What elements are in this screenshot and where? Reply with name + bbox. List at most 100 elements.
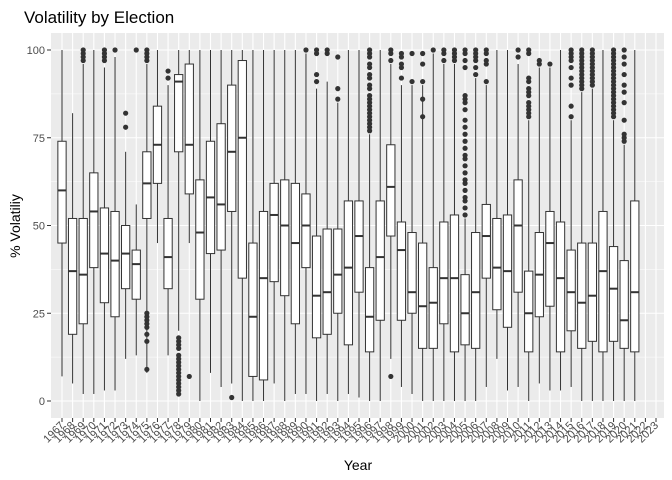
box-iqr — [407, 232, 417, 314]
box-1973 — [121, 110, 131, 359]
outlier-point — [515, 54, 521, 60]
outlier-point — [568, 82, 574, 88]
box-iqr — [57, 140, 67, 244]
box-2001 — [418, 50, 428, 401]
outlier-point — [621, 117, 627, 123]
outlier-point — [420, 114, 426, 120]
outlier-point — [313, 78, 320, 85]
box-iqr — [311, 235, 322, 339]
box-iqr — [364, 267, 375, 353]
box-1968 — [67, 113, 78, 384]
outlier-point — [420, 96, 426, 102]
box-iqr — [555, 221, 566, 353]
box-1980 — [195, 50, 205, 401]
outlier-point — [144, 366, 150, 373]
outlier-point — [589, 47, 595, 53]
box-1970 — [89, 50, 99, 394]
outlier-point — [398, 50, 405, 57]
outlier-point — [112, 47, 118, 53]
box-iqr — [333, 228, 343, 314]
outlier-point — [579, 47, 585, 53]
outlier-point — [515, 47, 521, 53]
box-iqr — [142, 151, 152, 219]
outlier-point — [335, 96, 341, 102]
box-iqr — [237, 60, 247, 279]
outlier-point — [420, 61, 426, 67]
box-iqr — [301, 193, 311, 269]
outlier-point — [621, 54, 627, 60]
box-1986 — [258, 50, 269, 401]
outlier-point — [462, 117, 468, 123]
outlier-point — [621, 47, 627, 53]
box-1978 — [174, 50, 184, 397]
y-tick-label: 25 — [33, 308, 45, 320]
y-tick-label: 100 — [27, 45, 45, 57]
box-iqr — [258, 210, 269, 381]
outlier-point — [462, 187, 468, 193]
box-series — [57, 47, 640, 401]
outlier-point — [462, 107, 468, 113]
outlier-point — [462, 47, 468, 53]
box-2006 — [471, 47, 481, 401]
box-iqr — [89, 172, 99, 269]
outlier-point — [526, 47, 532, 53]
box-1994 — [343, 50, 354, 394]
outlier-point — [473, 47, 479, 53]
outlier-point — [483, 57, 489, 64]
box-2018 — [598, 50, 608, 401]
box-2010 — [513, 47, 523, 387]
outlier-point — [462, 194, 468, 201]
box-1998 — [386, 47, 396, 380]
box-iqr — [174, 74, 184, 153]
outlier-point — [144, 310, 150, 316]
outlier-point — [367, 71, 373, 78]
outlier-point — [80, 47, 86, 53]
outlier-point — [462, 163, 468, 169]
outlier-point — [536, 57, 542, 64]
box-2015 — [566, 47, 576, 387]
box-1989 — [290, 50, 300, 394]
outlier-point — [165, 68, 171, 74]
outlier-point — [398, 61, 405, 67]
outlier-point — [526, 100, 532, 106]
outlier-point — [568, 75, 574, 81]
x-axis: 1967196819691970197119721973197419751976… — [41, 418, 661, 445]
box-iqr — [524, 270, 534, 353]
box-iqr — [322, 228, 332, 335]
box-iqr — [598, 210, 608, 353]
box-iqr — [67, 217, 78, 335]
box-iqr — [184, 63, 194, 195]
box-2000 — [407, 50, 417, 394]
box-iqr — [492, 217, 502, 311]
outlier-point — [165, 75, 171, 81]
box-iqr — [619, 260, 629, 349]
outlier-point — [462, 152, 468, 158]
box-iqr — [78, 217, 88, 325]
box-1995 — [354, 50, 364, 398]
y-tick-label: 0 — [39, 396, 45, 408]
box-iqr — [587, 242, 597, 342]
outlier-point — [483, 47, 489, 53]
outlier-point — [133, 47, 139, 53]
outlier-point — [186, 373, 192, 380]
box-iqr — [248, 242, 258, 377]
box-1999 — [396, 50, 407, 387]
outlier-point — [610, 47, 617, 53]
outlier-point — [462, 93, 468, 99]
box-1991 — [311, 47, 322, 401]
outlier-point — [621, 100, 627, 106]
outlier-point — [123, 110, 129, 116]
box-iqr — [449, 214, 460, 353]
box-1967 — [57, 50, 67, 377]
y-tick-label: 50 — [33, 221, 45, 233]
outlier-point — [547, 61, 553, 67]
outlier-point — [462, 124, 468, 130]
chart-title: Volatility by Election — [24, 8, 174, 27]
box-1988 — [280, 50, 290, 401]
outlier-point — [462, 57, 468, 64]
outlier-point — [473, 64, 479, 71]
outlier-point — [123, 124, 129, 130]
outlier-point — [462, 138, 468, 144]
box-iqr — [163, 217, 173, 290]
